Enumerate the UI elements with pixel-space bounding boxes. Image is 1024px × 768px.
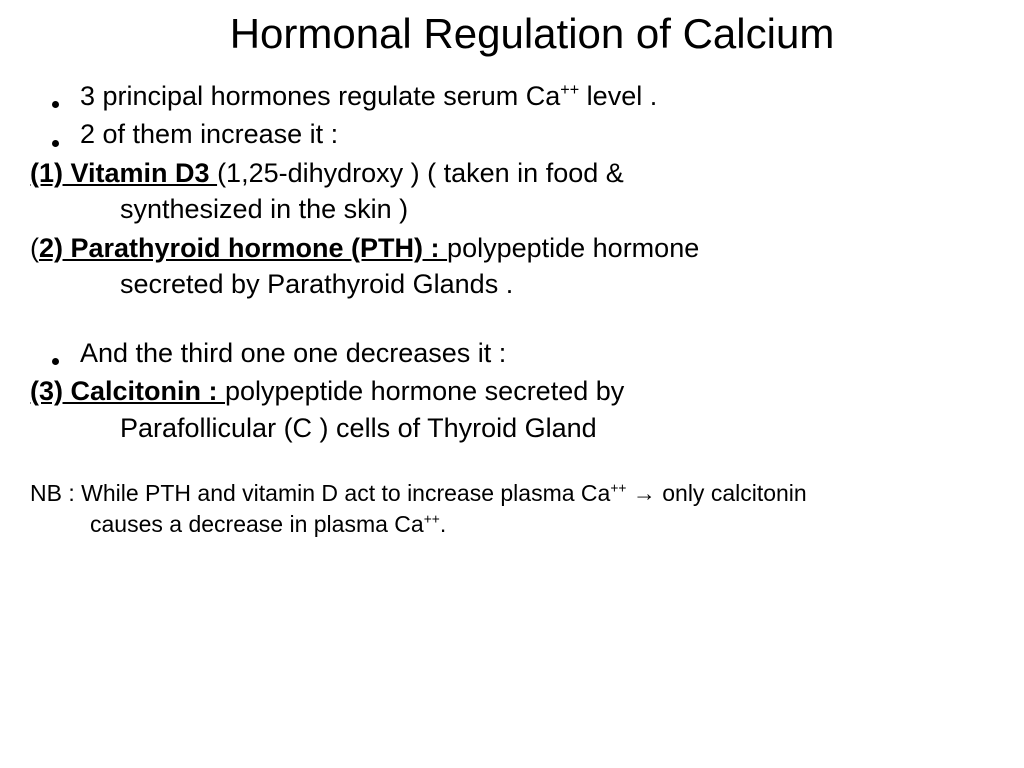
nb-text: . [440,511,446,537]
item-2: (2) Parathyroid hormone (PTH) : polypept… [30,230,994,303]
superscript: ++ [610,480,626,495]
bullet-2-text: 2 of them increase it : [80,116,994,152]
item-3-rest: polypeptide hormone secreted by [225,376,624,406]
item-3-label: (3) Calcitonin : [30,376,225,406]
item-2-open: ( [30,233,39,263]
text-fragment: 3 principal hormones regulate serum Ca [80,81,560,111]
bullet-dot-icon [30,335,80,371]
item-1-cont: synthesized in the skin ) [30,191,994,227]
bullet-2: 2 of them increase it : [30,116,994,152]
nb-text: NB : While PTH and vitamin D act to incr… [30,480,610,506]
item-1-label: (1) Vitamin D3 [30,158,217,188]
superscript: ++ [424,511,440,526]
spacer [30,305,994,335]
bullet-1: 3 principal hormones regulate serum Ca++… [30,78,994,114]
note-block: NB : While PTH and vitamin D act to incr… [30,478,994,540]
item-1-rest: (1,25-dihydroxy ) ( taken in food & [217,158,624,188]
nb-cont: causes a decrease in plasma Ca++. [30,509,994,540]
text-fragment: level . [579,81,657,111]
item-2-cont: secreted by Parathyroid Glands . [30,266,994,302]
bullet-1-text: 3 principal hormones regulate serum Ca++… [80,78,994,114]
superscript: ++ [560,81,579,99]
arrow-icon: → [626,480,662,506]
nb-text: only calcitonin [662,480,806,506]
slide-body: 3 principal hormones regulate serum Ca++… [30,78,994,540]
spacer [30,448,994,478]
bullet-dot-icon [30,78,80,114]
slide-title: Hormonal Regulation of Calcium [30,10,994,58]
bullet-dot-icon [30,116,80,152]
item-3: (3) Calcitonin : polypeptide hormone sec… [30,373,994,446]
bullet-3-text: And the third one one decreases it : [80,335,994,371]
item-3-cont: Parafollicular (C ) cells of Thyroid Gla… [30,410,994,446]
item-2-rest: polypeptide hormone [447,233,699,263]
item-1: (1) Vitamin D3 (1,25-dihydroxy ) ( taken… [30,155,994,228]
nb-text: causes a decrease in plasma Ca [90,511,424,537]
bullet-3: And the third one one decreases it : [30,335,994,371]
item-2-label: 2) Parathyroid hormone (PTH) : [39,233,447,263]
